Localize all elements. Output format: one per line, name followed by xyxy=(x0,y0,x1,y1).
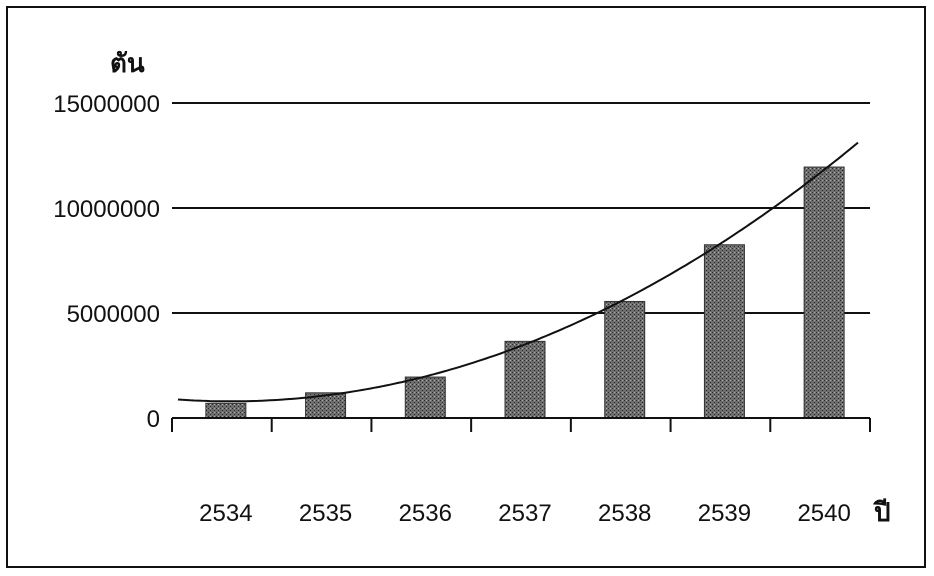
y-axis-title: ตัน xyxy=(110,49,145,79)
bar-2537 xyxy=(504,340,546,419)
bar-2540 xyxy=(803,166,845,419)
x-tick-label: 2535 xyxy=(299,500,352,527)
y-tick-label: 5000000 xyxy=(67,301,160,328)
bar-2534 xyxy=(205,402,247,419)
x-tick-labels: 2534 2535 2536 2537 2538 2539 2540 xyxy=(199,500,851,527)
y-tick-label: 0 xyxy=(147,406,160,433)
y-tick-label: 15000000 xyxy=(53,91,160,118)
x-tick-label: 2540 xyxy=(797,500,850,527)
x-tick-label: 2534 xyxy=(199,500,252,527)
x-tick-label: 2538 xyxy=(598,500,651,527)
chart-frame xyxy=(6,6,926,568)
x-tick-label: 2539 xyxy=(698,500,751,527)
bar-2539 xyxy=(703,244,745,419)
bar-2538 xyxy=(604,300,646,419)
bars xyxy=(205,166,845,419)
gridlines xyxy=(172,102,870,314)
x-tick-label: 2536 xyxy=(399,500,452,527)
x-axis-title: ปี xyxy=(873,498,891,528)
x-ticks xyxy=(171,418,871,432)
trend-line xyxy=(177,141,859,403)
bar-2535 xyxy=(305,392,347,419)
bar-2536 xyxy=(404,376,446,419)
y-tick-labels: 0 5000000 10000000 15000000 xyxy=(53,91,160,433)
y-tick-label: 10000000 xyxy=(53,196,160,223)
x-tick-label: 2537 xyxy=(498,500,551,527)
